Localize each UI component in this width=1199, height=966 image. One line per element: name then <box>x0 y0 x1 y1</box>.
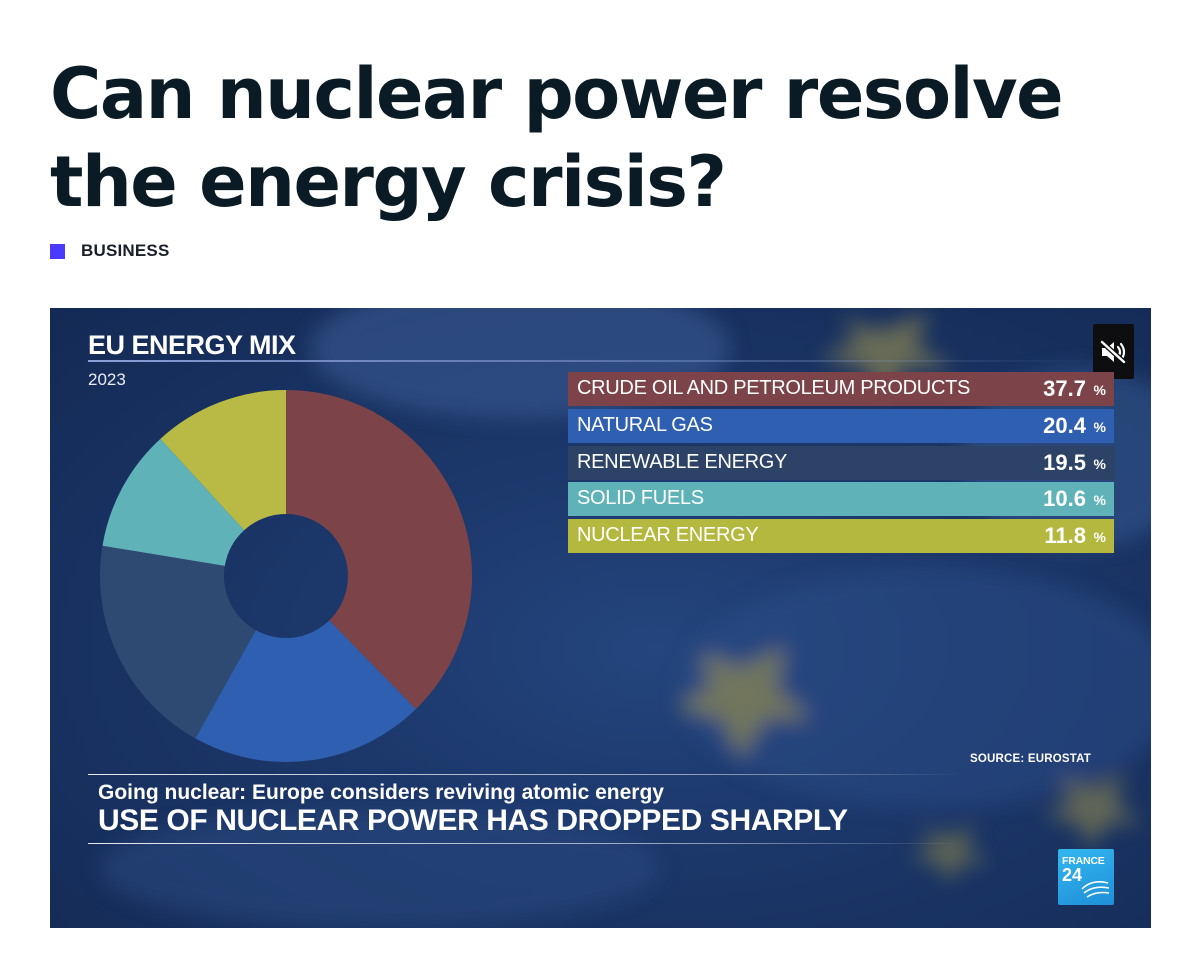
speaker-muted-icon <box>1099 339 1126 364</box>
logo-waves-icon <box>1081 881 1110 898</box>
legend-value: 11.8 <box>1044 523 1086 549</box>
category-tag[interactable]: BUSINESS <box>50 241 170 260</box>
logo-text-france: FRANCE <box>1062 855 1105 867</box>
legend-value: 20.4 <box>1043 412 1086 438</box>
lower-third: Going nuclear: Europe considers reviving… <box>88 774 988 844</box>
legend-percent-sign: % <box>1093 418 1106 435</box>
mute-button[interactable] <box>1093 324 1134 379</box>
lower-third-bottom-rule <box>88 843 968 844</box>
legend-percent-sign: % <box>1093 529 1106 546</box>
logo-text-24: 24 <box>1062 865 1083 885</box>
video-player[interactable]: EU ENERGY MIX 2023 CRUDE OIL AND PETROLE… <box>50 308 1151 928</box>
legend-value: 10.6 <box>1043 486 1086 512</box>
chart-year: 2023 <box>88 370 126 389</box>
legend-row-renewable-energy: RENEWABLE ENERGY 19.5% <box>568 445 1114 480</box>
donut-slice-solid-fuels <box>102 438 245 566</box>
chart-legend: CRUDE OIL AND PETROLEUM PRODUCTS 37.7% NAT… <box>568 372 1114 556</box>
legend-label: RENEWABLE ENERGY <box>577 450 788 473</box>
donut-slice-crude-oil-and-petroleum-products <box>286 390 472 710</box>
legend-value: 37.7 <box>1043 376 1086 401</box>
legend-row-crude-oil-and-petroleum-products: CRUDE OIL AND PETROLEUM PRODUCTS 37.7% <box>568 372 1114 406</box>
legend-percent-sign: % <box>1093 382 1106 398</box>
france24-logo: FRANCE 24 <box>1058 849 1114 905</box>
chart-title: EU ENERGY MIX <box>88 330 296 360</box>
legend-label: CRUDE OIL AND PETROLEUM PRODUCTS <box>577 377 971 399</box>
donut-slice-natural-gas <box>195 620 416 762</box>
source-credit: SOURCE: EUROSTAT <box>970 753 1091 765</box>
article-headline: Can nuclear power resolve the energy cri… <box>50 53 1064 223</box>
legend-percent-sign: % <box>1093 492 1106 509</box>
legend-row-natural-gas: NATURAL GAS 20.4% <box>568 408 1114 443</box>
category-label[interactable]: BUSINESS <box>81 241 170 260</box>
legend-label: NUCLEAR ENERGY <box>577 524 759 547</box>
legend-label: NATURAL GAS <box>577 413 713 436</box>
donut-chart <box>99 390 472 762</box>
donut-slice-renewable-energy <box>99 545 256 739</box>
category-square-icon <box>50 243 65 259</box>
donut-slice-nuclear-energy <box>160 390 286 531</box>
lower-third-top-rule <box>88 774 968 775</box>
legend-row-solid-fuels: SOLID FUELS 10.6% <box>568 482 1114 517</box>
legend-percent-sign: % <box>1093 455 1106 472</box>
title-underline <box>88 360 1098 362</box>
legend-row-nuclear-energy: NUCLEAR ENERGY 11.8% <box>568 519 1114 554</box>
legend-value: 19.5 <box>1043 449 1086 475</box>
legend-label: SOLID FUELS <box>577 487 704 510</box>
lower-third-subtitle: Going nuclear: Europe considers reviving… <box>98 781 664 804</box>
lower-third-headline: USE OF NUCLEAR POWER HAS DROPPED SHARPLY <box>98 804 848 837</box>
